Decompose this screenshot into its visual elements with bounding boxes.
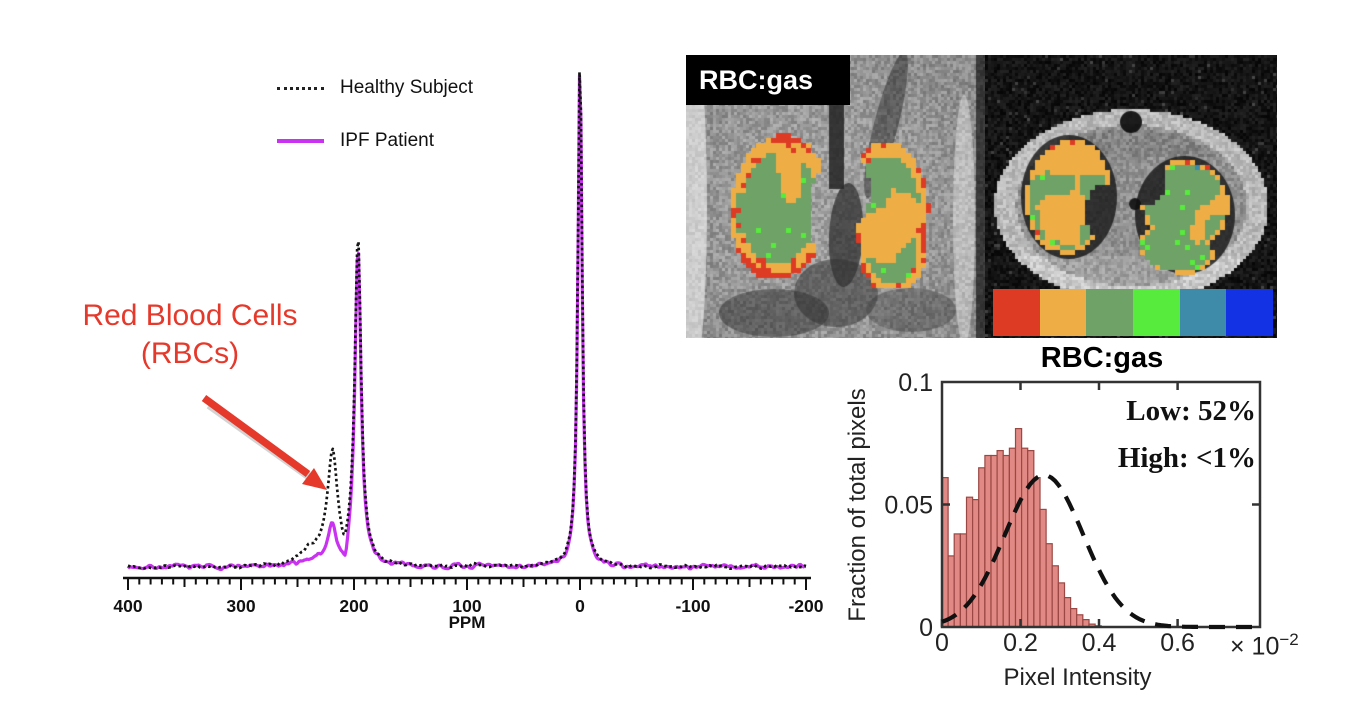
histogram-annotation-high: High: <1% [1117,442,1256,474]
histogram-ylabel: Fraction of total pixels [844,388,871,622]
svg-text:0.05: 0.05 [884,492,933,520]
spectrum-legend: Healthy Subject IPF Patient [277,76,473,153]
rbc-annotation: Red Blood Cells (RBCs) [44,297,336,373]
colorbar-swatch [1226,289,1274,336]
svg-text:0.6: 0.6 [1160,629,1195,657]
svg-text:0: 0 [575,596,585,616]
mri-map-label: RBC:gas [686,55,850,105]
legend-label-healthy: Healthy Subject [340,77,474,98]
legend-dotted-line-swatch [277,86,324,90]
svg-text:0.2: 0.2 [1003,629,1038,657]
histogram-title: RBC:gas [1040,342,1164,374]
mri-colorbar [993,289,1274,336]
colorbar-swatch [993,289,1040,336]
rbc-annotation-line2: (RBCs) [140,337,240,370]
legend-label-ipf: IPF Patient [340,130,434,151]
colorbar-swatch [1086,289,1134,336]
svg-text:0.4: 0.4 [1082,629,1117,657]
svg-text:200: 200 [339,596,368,616]
histogram-annotation-low: Low: 52% [1126,395,1256,427]
legend-solid-line-swatch [277,139,324,143]
legend-item-ipf: IPF Patient [277,129,473,153]
spectrum-xaxis-label: PPM [448,613,486,632]
histogram-scale-label: × 10−2 [1230,630,1299,661]
legend-item-healthy: Healthy Subject [277,76,473,100]
svg-text:300: 300 [226,596,255,616]
svg-text:0.1: 0.1 [898,369,933,397]
histogram-xlabel: Pixel Intensity [1003,664,1152,691]
svg-text:100: 100 [452,596,481,616]
mri-montage: RBC:gas [686,55,1277,338]
svg-text:-100: -100 [675,596,710,616]
colorbar-swatch [1039,289,1087,336]
svg-text:-200: -200 [788,596,823,616]
svg-text:400: 400 [113,596,142,616]
scale-prefix: × 10 [1230,632,1280,661]
histogram-annotations: Low: 52% High: <1% [990,388,1256,482]
scale-exponent: −2 [1279,630,1299,649]
svg-text:0: 0 [935,629,949,657]
colorbar-swatch [1133,289,1180,336]
colorbar-swatch [1179,289,1227,336]
svg-text:0: 0 [919,614,933,642]
spectrum-plot: 400 300 200 100 0 -100 -200 [113,70,824,616]
histogram-plot: 0 0.2 0.4 0.6 0 0.05 0.1 [884,369,1262,657]
rbc-annotation-line1: Red Blood Cells [82,299,298,332]
